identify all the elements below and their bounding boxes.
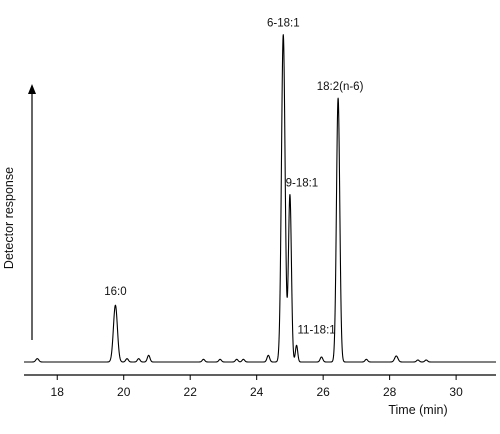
x-axis-label: Time (min) bbox=[388, 403, 447, 417]
x-tick-label: 24 bbox=[250, 385, 264, 399]
arrowhead-icon bbox=[28, 84, 36, 94]
x-tick-label: 26 bbox=[316, 385, 330, 399]
x-axis-ticks: 18 20 22 24 26 28 30 bbox=[51, 375, 463, 399]
peak-label: 18:2(n-6) bbox=[317, 81, 364, 93]
y-axis-label: Detector response bbox=[2, 167, 16, 269]
x-tick-label: 22 bbox=[184, 385, 198, 399]
x-tick-label: 18 bbox=[51, 385, 65, 399]
peak-label: 11-18:1 bbox=[298, 324, 336, 336]
x-tick-label: 30 bbox=[449, 385, 463, 399]
x-tick-label: 28 bbox=[383, 385, 397, 399]
x-tick-label: 20 bbox=[117, 385, 131, 399]
peak-label: 9-18:1 bbox=[286, 178, 319, 190]
peak-label: 6-18:1 bbox=[267, 18, 300, 30]
peak-label: 16:0 bbox=[104, 286, 126, 298]
chromatogram-trace bbox=[23, 34, 497, 363]
peak-labels: 16:0 6-18:1 9-18:1 11-18:1 18:2(n-6) bbox=[104, 18, 363, 337]
